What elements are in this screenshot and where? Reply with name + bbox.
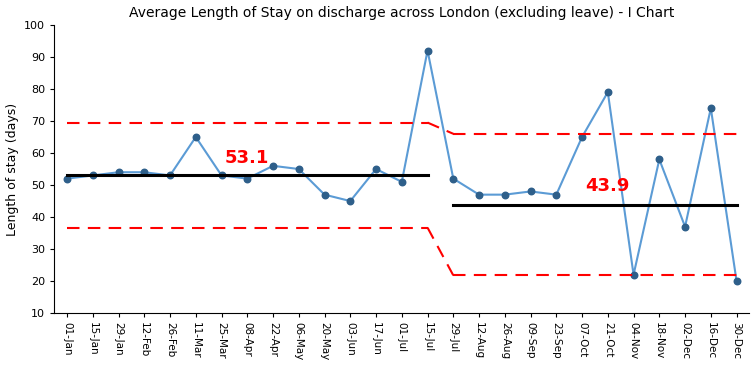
Point bbox=[550, 192, 562, 198]
Point bbox=[473, 192, 485, 198]
Point bbox=[679, 224, 691, 229]
Point bbox=[396, 179, 408, 185]
Point bbox=[447, 176, 459, 182]
Text: 53.1: 53.1 bbox=[225, 149, 270, 167]
Point bbox=[576, 134, 588, 140]
Point bbox=[215, 172, 227, 178]
Point bbox=[653, 157, 665, 163]
Point bbox=[87, 172, 99, 178]
Point bbox=[164, 172, 176, 178]
Point bbox=[421, 48, 433, 53]
Text: 43.9: 43.9 bbox=[586, 178, 630, 195]
Point bbox=[731, 278, 743, 284]
Point bbox=[293, 166, 305, 172]
Point bbox=[602, 89, 614, 95]
Point bbox=[61, 176, 73, 182]
Y-axis label: Length of stay (days): Length of stay (days) bbox=[5, 102, 19, 236]
Point bbox=[190, 134, 202, 140]
Point bbox=[627, 272, 639, 278]
Point bbox=[370, 166, 382, 172]
Title: Average Length of Stay on discharge across London (excluding leave) - I Chart: Average Length of Stay on discharge acro… bbox=[129, 5, 674, 19]
Point bbox=[242, 176, 254, 182]
Point bbox=[525, 188, 537, 194]
Point bbox=[112, 169, 125, 175]
Point bbox=[704, 105, 716, 111]
Point bbox=[267, 163, 279, 169]
Point bbox=[344, 198, 356, 204]
Point bbox=[499, 192, 511, 198]
Point bbox=[138, 169, 150, 175]
Point bbox=[319, 192, 331, 198]
